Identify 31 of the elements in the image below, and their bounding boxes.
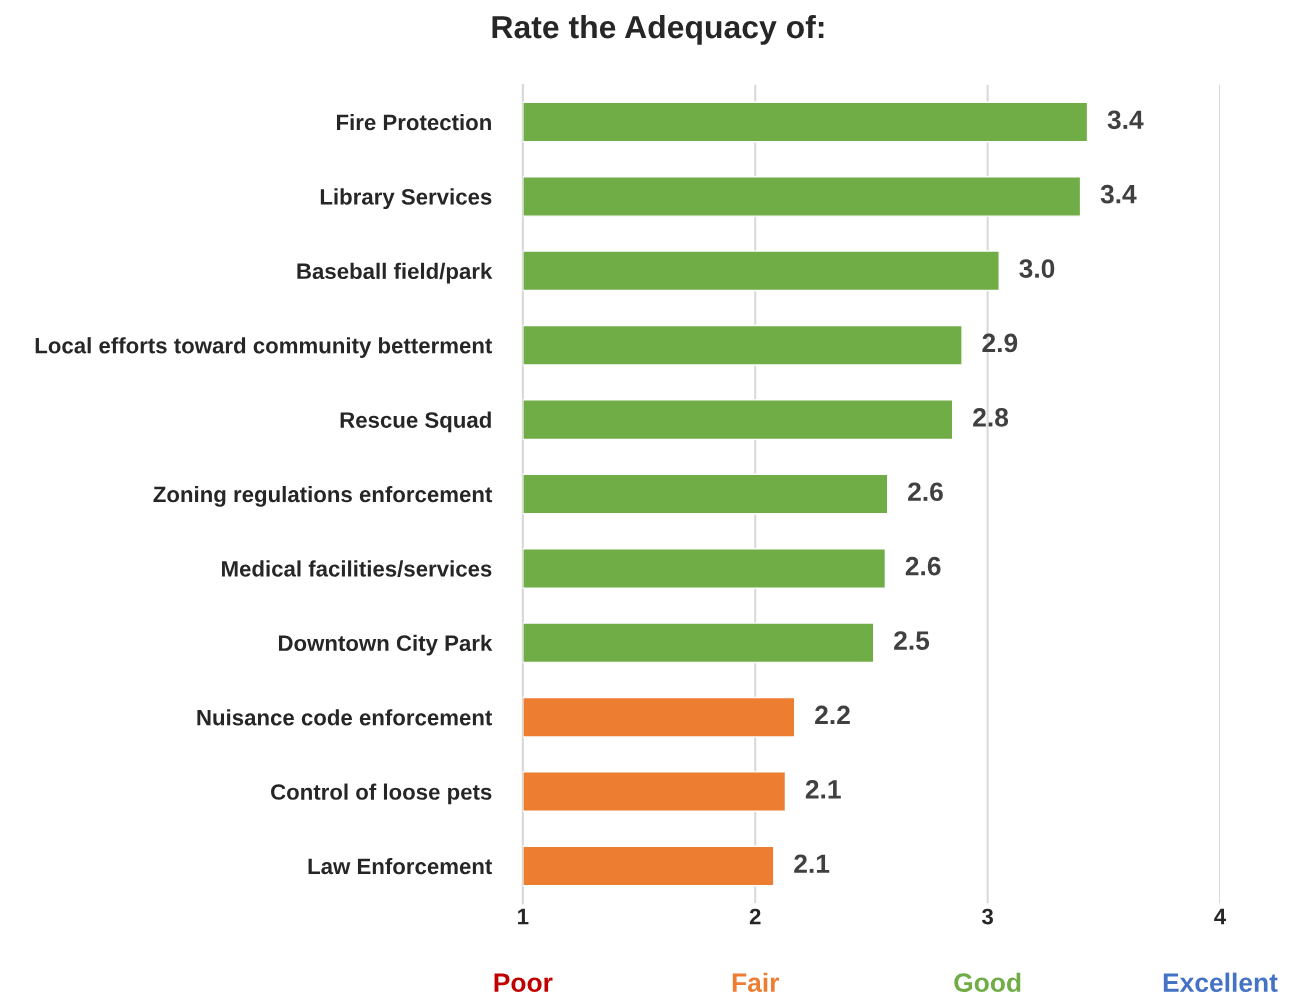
- x-tick-label: 4: [1214, 908, 1227, 925]
- data-label: 3.4: [1107, 110, 1144, 130]
- text: Fair: [732, 972, 780, 993]
- chart-title: Rate the Adequacy of:: [492, 14, 824, 45]
- data-label: 2.1: [805, 779, 841, 799]
- y-tick-label: Control of loose pets: [271, 783, 492, 805]
- x-tick-label: 1: [518, 908, 529, 925]
- y-tick-label: Nuisance code enforcement: [197, 709, 493, 726]
- data-label: 2.6: [905, 556, 941, 576]
- data-label: 2.5: [894, 631, 930, 650]
- y-tick-label: Library Services: [320, 188, 492, 210]
- y-tick-label: Rescue Squad: [340, 411, 491, 433]
- y-tick-label: Local efforts toward community betterment: [35, 337, 493, 358]
- data-label: 2.6: [908, 482, 943, 502]
- data-label: 2.8: [973, 408, 1009, 427]
- data-label: 2.2: [815, 705, 850, 725]
- text: Good: [954, 972, 1021, 993]
- data-label: 3.4: [1100, 184, 1137, 204]
- x-tick-label: 3: [981, 908, 993, 925]
- x-tick-label: 2: [749, 908, 761, 925]
- data-label: 2.1: [794, 854, 830, 873]
- data-label: 3.0: [1019, 259, 1055, 278]
- y-tick-label: Fire Protection: [336, 113, 491, 131]
- y-tick-label: Zoning regulations enforcement: [153, 485, 493, 507]
- y-tick-label: Medical facilities/services: [222, 560, 492, 577]
- data-label: 2.9: [982, 333, 1018, 353]
- text: Poor: [494, 973, 553, 993]
- y-tick-label: Baseball field/park: [297, 262, 493, 284]
- text: Excellent: [1163, 972, 1278, 993]
- y-tick-label: Downtown City Park: [278, 634, 493, 656]
- y-tick-label: Law Enforcement: [308, 857, 493, 875]
